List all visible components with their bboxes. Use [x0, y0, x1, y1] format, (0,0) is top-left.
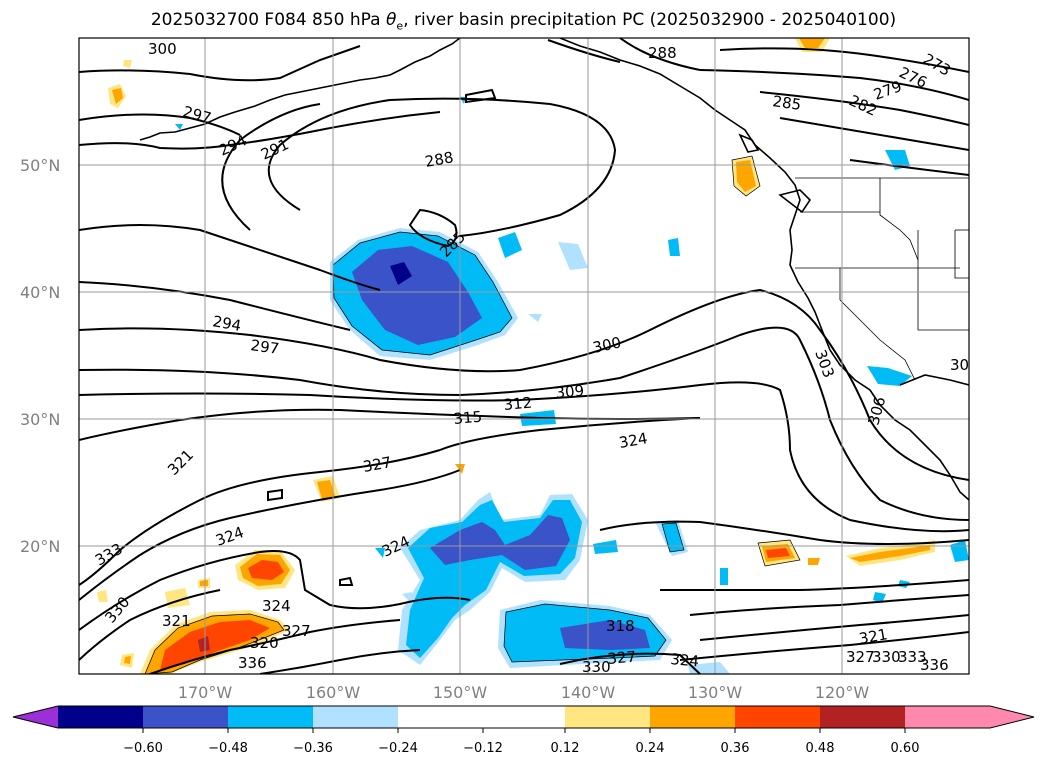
- negative-shading: [175, 97, 969, 674]
- lon-label: 170°W: [178, 683, 233, 702]
- contour-label: 327: [607, 648, 637, 668]
- colorbar-tick-label: −0.36: [293, 741, 333, 756]
- political-borders: [795, 177, 969, 381]
- map-frame: [78, 37, 970, 675]
- contour-label: 315: [453, 408, 483, 428]
- colorbar-segment: [820, 706, 905, 728]
- contour-label: 336: [920, 656, 949, 674]
- lon-label: 160°W: [306, 683, 361, 702]
- contour-label: 30: [950, 356, 969, 374]
- lat-label: 40°N: [20, 283, 60, 302]
- title-theta-symbol: θ: [386, 10, 397, 30]
- colorbar-segment: [143, 706, 228, 728]
- colorbar-tick-label: 0.24: [636, 741, 665, 756]
- lat-label: 20°N: [20, 537, 60, 556]
- colorbar-segment: [313, 706, 398, 728]
- colorbar-tick-label: 0.12: [551, 741, 580, 756]
- contour-label: 297: [249, 336, 280, 358]
- contour-label: 300: [591, 333, 623, 357]
- colorbar-tick-label: −0.12: [463, 741, 503, 756]
- contour-label: 288: [424, 148, 455, 171]
- lon-label: 120°W: [815, 683, 870, 702]
- contour-label: 330: [582, 658, 611, 676]
- latitude-labels: 50°N 40°N 30°N 20°N: [20, 156, 60, 556]
- colorbar-segment: [565, 706, 650, 728]
- lon-label: 140°W: [561, 683, 616, 702]
- colorbar: −0.60 −0.48 −0.36 −0.24 −0.12 0.12 0.24 …: [12, 705, 1035, 756]
- colorbar-over-arrow: [905, 706, 1034, 728]
- theta-e-contours: [79, 38, 969, 674]
- title-prefix: 2025032700 F084 850 hPa: [150, 10, 386, 30]
- contour-label: 330: [872, 648, 901, 666]
- page-title: 2025032700 F084 850 hPa θe, river basin …: [0, 10, 1047, 32]
- contour-label: 324: [618, 429, 649, 452]
- colorbar-tick-label: −0.48: [208, 741, 248, 756]
- contour-label: 294: [211, 312, 242, 335]
- contour-label: 318: [606, 617, 635, 635]
- colorbar-segment: [735, 706, 820, 728]
- coastlines: [139, 38, 969, 501]
- contour-label: 312: [503, 394, 533, 414]
- lat-label: 50°N: [20, 156, 60, 175]
- lon-label: 150°W: [433, 683, 488, 702]
- colorbar-segment: [58, 706, 143, 728]
- contour-labels: 300 288 273 276 279 282 285 297 294 291 …: [92, 40, 969, 676]
- map-panel: 300 288 273 276 279 282 285 297 294 291 …: [79, 38, 969, 676]
- contour-label: 320: [250, 634, 279, 652]
- colorbar-tick-label: 0.48: [806, 741, 835, 756]
- title-suffix: , river basin precipitation PC (20250329…: [403, 10, 897, 30]
- colorbar-outline: [12, 705, 1035, 729]
- contour-label: 309: [555, 382, 585, 402]
- longitude-labels: 170°W 160°W 150°W 140°W 130°W 120°W: [178, 683, 870, 702]
- colorbar-segment: [483, 706, 565, 728]
- lat-label: 30°N: [20, 410, 60, 429]
- contour-label: 324: [262, 597, 291, 615]
- contour-label: 333: [898, 648, 927, 666]
- contour-label: 288: [648, 44, 677, 62]
- contour-label: 285: [771, 92, 802, 114]
- colorbar-tick-label: 0.36: [721, 741, 750, 756]
- gridlines: [79, 38, 969, 674]
- contour-label: 324: [670, 650, 700, 670]
- lon-label: 130°W: [688, 683, 743, 702]
- colorbar-tick-label: −0.60: [123, 741, 163, 756]
- positive-shading: [97, 38, 935, 674]
- colorbar-ticks: [142, 728, 906, 733]
- colorbar-tick-label: 0.60: [891, 741, 920, 756]
- colorbar-segment: [650, 706, 735, 728]
- contour-label: 321: [858, 625, 889, 648]
- contour-label: 321: [162, 612, 191, 630]
- contour-label: 327: [362, 453, 393, 476]
- contour-label: 300: [148, 40, 177, 58]
- contour-label: 327: [846, 648, 875, 666]
- colorbar-segment: [398, 706, 483, 728]
- contour-label: 327: [282, 622, 311, 640]
- colorbar-segment: [228, 706, 313, 728]
- title-theta-subscript: e: [396, 19, 404, 33]
- colorbar-tick-label: −0.24: [378, 741, 418, 756]
- contour-label: 336: [238, 654, 267, 672]
- colorbar-under-arrow: [13, 706, 58, 728]
